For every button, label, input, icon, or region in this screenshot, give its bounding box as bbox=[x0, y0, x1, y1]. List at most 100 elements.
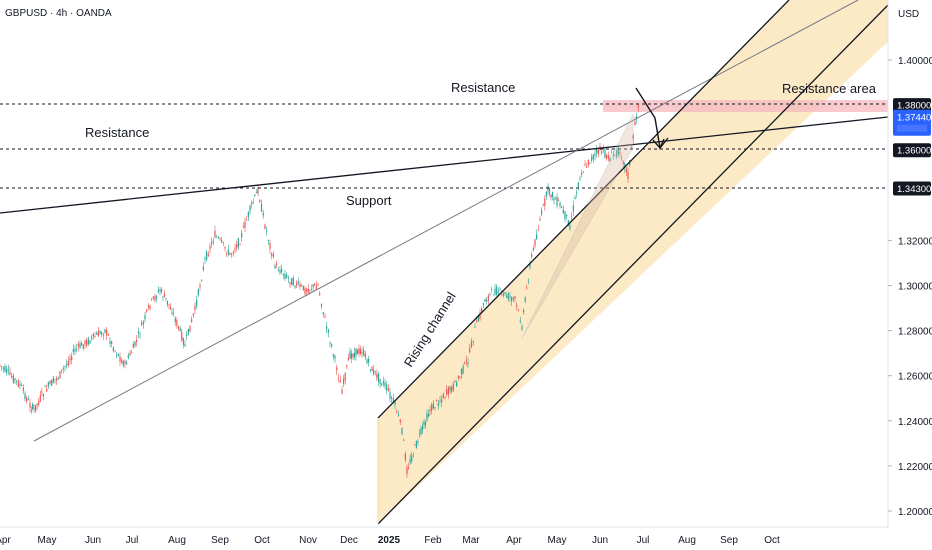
candle-body bbox=[51, 380, 53, 386]
support-trendline[interactable] bbox=[33, 0, 859, 442]
candle-body bbox=[339, 380, 341, 383]
candle-body bbox=[534, 239, 536, 246]
candle-body bbox=[257, 187, 259, 195]
candle-body bbox=[52, 377, 54, 383]
candle-body bbox=[497, 291, 499, 294]
candle-body bbox=[526, 287, 528, 289]
price-level-tag[interactable] bbox=[893, 143, 931, 158]
candle-body bbox=[320, 303, 323, 307]
candle-body bbox=[474, 327, 476, 328]
candle-body bbox=[587, 159, 589, 166]
candle-body bbox=[584, 164, 586, 166]
candle-body bbox=[44, 385, 46, 388]
candle-body bbox=[432, 403, 434, 409]
candle-body bbox=[272, 254, 274, 257]
symbol-label[interactable]: GBPUSD · 4h · OANDA bbox=[5, 8, 112, 19]
candle-body bbox=[446, 389, 448, 395]
candle-body bbox=[371, 366, 373, 371]
candle-body bbox=[491, 288, 493, 290]
candle-body bbox=[389, 392, 391, 399]
channel-upper-line[interactable] bbox=[377, 0, 790, 419]
candle-body bbox=[332, 354, 334, 357]
candle-body bbox=[304, 287, 306, 295]
candle-body bbox=[39, 395, 41, 402]
candle-body bbox=[274, 265, 276, 269]
candle-body bbox=[412, 454, 414, 456]
candle-body bbox=[102, 334, 104, 336]
candle-body bbox=[386, 384, 388, 391]
candle-body bbox=[4, 366, 6, 372]
candle-body bbox=[464, 362, 466, 364]
candle-body bbox=[157, 290, 159, 293]
time-tick-label: Jun bbox=[592, 535, 608, 546]
candle-body bbox=[624, 163, 626, 169]
candle-body bbox=[516, 304, 518, 307]
candle-body bbox=[214, 230, 216, 238]
candle-body bbox=[322, 312, 324, 315]
currency-label[interactable]: USD bbox=[898, 9, 919, 20]
candle-body bbox=[76, 348, 78, 350]
candle-body bbox=[64, 365, 66, 367]
candle-body bbox=[289, 282, 291, 284]
projection-path[interactable] bbox=[635, 87, 669, 150]
candle-body bbox=[556, 197, 558, 206]
annotation-resistance-left[interactable]: Resistance bbox=[85, 125, 149, 140]
candle-body bbox=[512, 298, 514, 300]
resistance-area-box[interactable] bbox=[603, 100, 888, 112]
candle-body bbox=[486, 300, 488, 302]
candle-body bbox=[82, 344, 84, 349]
channel-lower-line[interactable] bbox=[377, 4, 889, 525]
time-axis[interactable] bbox=[0, 527, 888, 550]
rising-channel-area bbox=[378, 0, 932, 524]
candle-body bbox=[91, 336, 93, 339]
candle-body bbox=[319, 293, 321, 296]
time-tick-label: Oct bbox=[254, 535, 270, 546]
annotation-support[interactable]: Support bbox=[346, 193, 392, 208]
candle-body bbox=[59, 371, 61, 379]
candle-body bbox=[142, 321, 144, 324]
candle-body bbox=[71, 355, 73, 360]
candle-body bbox=[202, 266, 204, 270]
price-tick-label: 1.28000 bbox=[898, 327, 932, 338]
candle-body bbox=[544, 198, 546, 206]
candle-body bbox=[112, 347, 114, 351]
candle-body bbox=[287, 277, 289, 279]
candle-body bbox=[509, 296, 511, 298]
candle-body bbox=[504, 292, 506, 294]
candle-body bbox=[84, 340, 86, 345]
resistance-trendline[interactable] bbox=[0, 116, 889, 214]
candle-body bbox=[26, 397, 28, 402]
candle-body bbox=[136, 339, 138, 343]
candle-body bbox=[576, 192, 578, 194]
candle-body bbox=[346, 365, 348, 367]
candle-body bbox=[381, 383, 383, 385]
time-tick-label: Apr bbox=[506, 535, 522, 546]
candle-body bbox=[532, 247, 534, 251]
candle-body bbox=[627, 171, 629, 179]
price-level-tag[interactable] bbox=[893, 181, 931, 196]
candle-body bbox=[397, 414, 400, 416]
candle-body bbox=[457, 376, 459, 379]
candle-body bbox=[199, 285, 201, 288]
candle-body bbox=[36, 403, 38, 406]
candle-body bbox=[244, 221, 246, 229]
annotation-resistance-area[interactable]: Resistance area bbox=[782, 81, 877, 96]
candle-body bbox=[541, 210, 543, 215]
candle-body bbox=[630, 146, 633, 150]
annotation-resistance-top[interactable]: Resistance bbox=[451, 80, 515, 95]
candle-body bbox=[418, 432, 421, 434]
candle-body bbox=[636, 116, 638, 119]
price-axis[interactable] bbox=[888, 0, 932, 550]
candle-body bbox=[379, 379, 381, 384]
candle-body bbox=[166, 300, 169, 305]
time-tick-label: Feb bbox=[424, 535, 442, 546]
candle-body bbox=[531, 254, 533, 257]
candle-body bbox=[572, 205, 574, 212]
candle-body bbox=[224, 246, 226, 249]
price-level-tag[interactable] bbox=[893, 98, 931, 113]
candle-body bbox=[30, 409, 32, 411]
candle-body bbox=[7, 369, 9, 371]
wedge-pattern[interactable] bbox=[521, 113, 634, 339]
